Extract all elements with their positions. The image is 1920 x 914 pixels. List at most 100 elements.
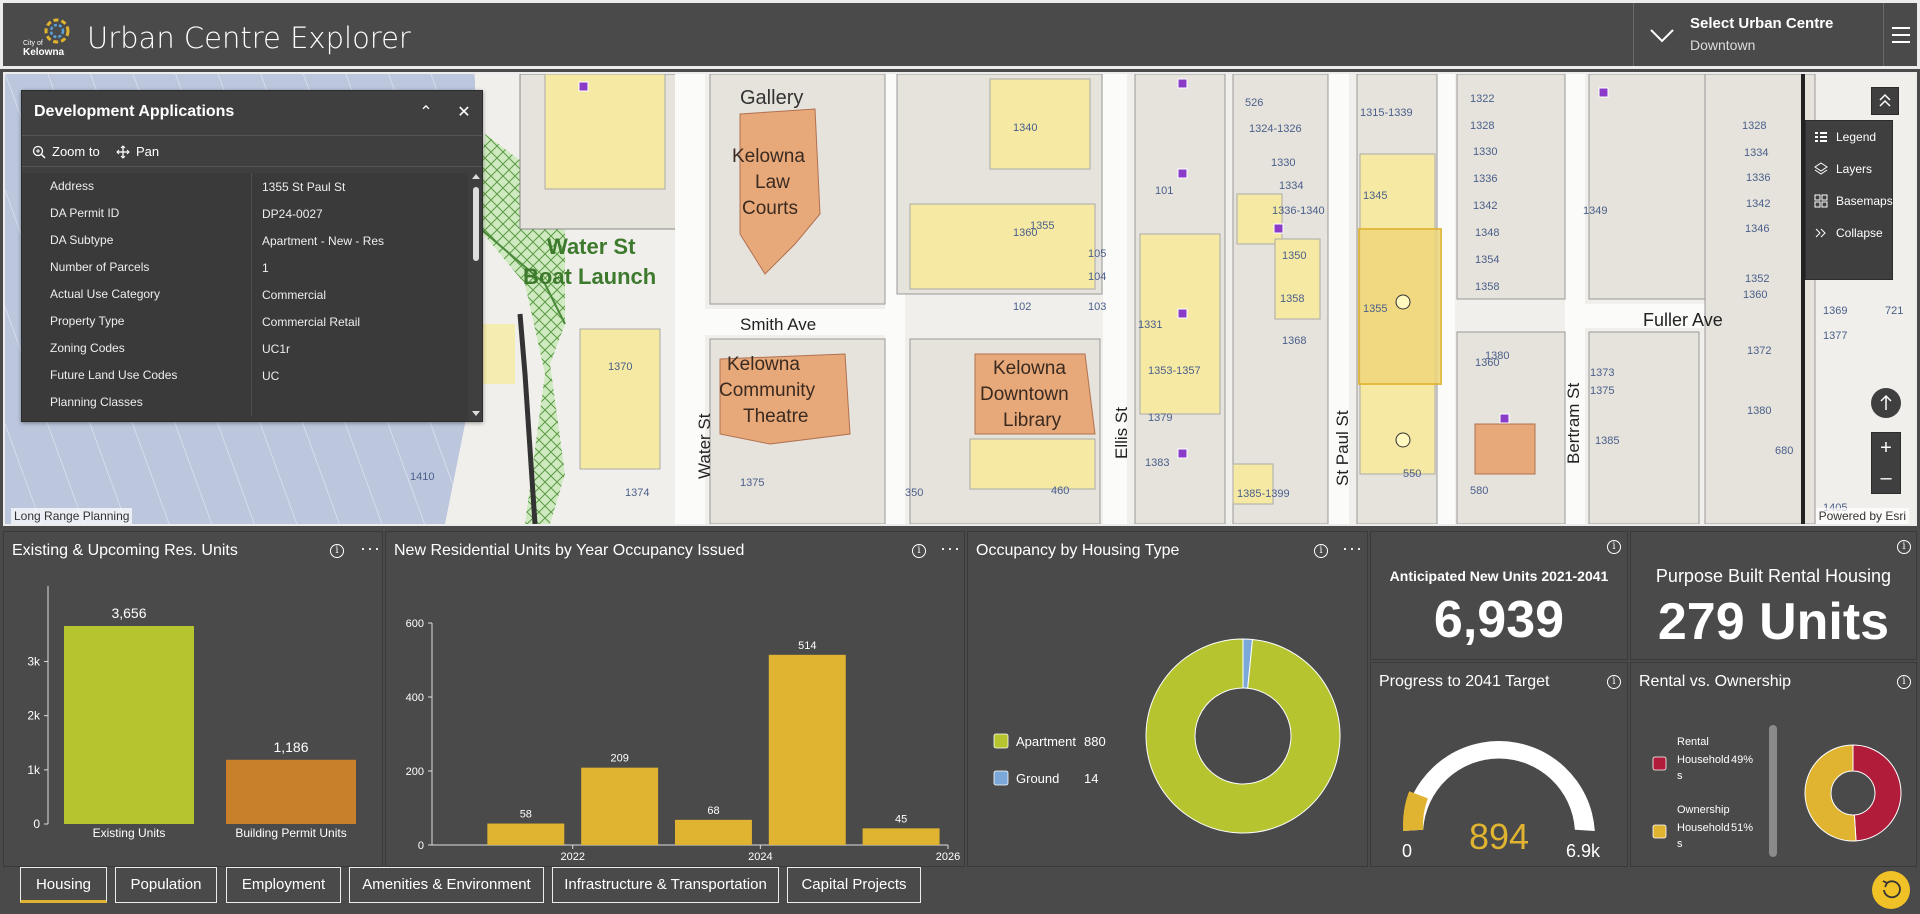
more-options-icon[interactable]: ··· <box>1342 538 1363 558</box>
donut-slice[interactable] <box>1804 744 1857 842</box>
menu-icon <box>1892 27 1910 29</box>
donut-slice[interactable] <box>1145 638 1341 834</box>
address-label: 1374 <box>625 487 649 499</box>
address-label: 350 <box>905 487 923 499</box>
attribute-key: DA Permit ID <box>22 200 252 227</box>
donut-slice[interactable] <box>1852 744 1902 842</box>
info-icon[interactable]: i <box>330 544 344 558</box>
basemaps-label: Basemaps <box>1836 194 1893 208</box>
bar[interactable] <box>226 759 356 824</box>
info-icon[interactable]: i <box>1314 544 1328 558</box>
map-canvas[interactable]: Water St Boat Launch Gallery Kelowna Law… <box>5 74 1915 524</box>
tab-employment[interactable]: Employment <box>226 867 341 903</box>
info-icon[interactable]: i <box>912 544 926 558</box>
x-tick-label: 2024 <box>748 851 772 863</box>
collapse-button[interactable]: Collapse <box>1806 217 1894 249</box>
address-label: 1322 <box>1470 93 1494 105</box>
address-label: 1336 <box>1746 172 1770 184</box>
attribute-value: UC1r <box>262 341 291 356</box>
tab-infrastructure-transportation[interactable]: Infrastructure & Transportation <box>552 867 779 903</box>
legend-value: 51% <box>1731 822 1753 834</box>
legend-label: Ownership <box>1677 804 1730 816</box>
info-icon[interactable]: i <box>1897 675 1911 689</box>
layers-button[interactable]: Layers <box>1806 153 1894 185</box>
chevron-up-icon[interactable]: ⌃ <box>419 104 433 121</box>
close-icon[interactable]: ✕ <box>457 104 471 121</box>
selector-value: Downtown <box>1690 37 1756 53</box>
info-icon[interactable]: i <box>1897 540 1911 554</box>
bar[interactable] <box>64 626 194 824</box>
panel-existing-units: Existing & Upcoming Res. Units i ··· 0 1k… <box>3 531 383 867</box>
tab-capital-projects[interactable]: Capital Projects <box>787 867 921 903</box>
pan-button[interactable]: Pan <box>116 144 159 159</box>
popup-title: Development Applications <box>34 103 235 120</box>
basemaps-button[interactable]: Basemaps <box>1806 185 1894 217</box>
legend-label-3: s <box>1677 770 1683 782</box>
address-label: 101 <box>1155 185 1173 197</box>
info-icon[interactable]: i <box>1607 540 1621 554</box>
legend-label-2: Household <box>1677 754 1730 766</box>
bar-value-label: 45 <box>895 813 907 825</box>
bar[interactable] <box>768 654 846 845</box>
bar-value-label: 514 <box>798 640 816 652</box>
address-label: 1358 <box>1280 293 1304 305</box>
attribute-row: DA Subtype Apartment - New - Res <box>22 227 468 254</box>
address-label: 1354 <box>1475 254 1499 266</box>
address-label: 1379 <box>1148 412 1172 424</box>
menu-button[interactable] <box>1883 3 1917 66</box>
zoom-in-button[interactable]: + <box>1880 437 1892 459</box>
y-tick-label: 0 <box>33 817 40 831</box>
urban-centre-selector[interactable]: Select Urban Centre Downtown <box>1633 3 1883 66</box>
refresh-button[interactable] <box>1872 871 1910 909</box>
bar[interactable] <box>862 828 940 845</box>
bar[interactable] <box>674 819 752 845</box>
popup-header: Development Applications ⌃ ✕ <box>22 91 482 135</box>
bar[interactable] <box>487 823 565 845</box>
gauge-min: 0 <box>1402 841 1412 861</box>
panel-units-by-year: New Residential Units by Year Occupancy … <box>385 531 965 867</box>
legend-button[interactable]: Legend <box>1806 121 1894 153</box>
compass-button[interactable] <box>1871 388 1901 418</box>
info-icon[interactable]: i <box>1607 675 1621 689</box>
chevron-double-up-icon <box>1879 93 1891 107</box>
attribute-key: Number of Parcels <box>22 254 252 281</box>
bar-value-label: 1,186 <box>273 739 308 755</box>
tab-population[interactable]: Population <box>115 867 217 903</box>
panel-occupancy: Occupancy by Housing Type i ··· Apartmen… <box>967 531 1368 867</box>
map-toolbar: Legend Layers Basemaps Collapse <box>1805 120 1893 280</box>
address-label: 1328 <box>1470 120 1494 132</box>
legend-scrollbar[interactable] <box>1769 725 1777 857</box>
tab-housing[interactable]: Housing <box>20 867 107 903</box>
collapse-toolbar-button[interactable] <box>1871 87 1899 115</box>
map-label-st-paul-st: St Paul St <box>1333 410 1352 486</box>
x-tick-label: 2026 <box>936 851 960 863</box>
y-tick-label: 200 <box>406 766 424 778</box>
address-label: 580 <box>1470 485 1488 497</box>
address-label: 1385 <box>1595 435 1619 447</box>
address-label: 104 <box>1088 271 1106 283</box>
attribute-row: Number of Parcels 1 <box>22 254 468 281</box>
attribute-value: Commercial <box>262 287 327 302</box>
map-credit-left: Long Range Planning <box>11 508 133 524</box>
panel-progress: Progress to 2041 Target i 894 0 6.9k <box>1370 662 1628 867</box>
bar-value-label: 209 <box>610 753 628 765</box>
zoom-out-button[interactable]: – <box>1880 467 1892 489</box>
legend-swatch <box>993 770 1009 786</box>
address-label: 1331 <box>1138 319 1162 331</box>
zoom-to-button[interactable]: Zoom to <box>32 144 100 159</box>
pan-label: Pan <box>136 144 160 159</box>
anticipated-label: Anticipated New Units 2021-2041 <box>1389 568 1609 584</box>
map-view[interactable]: Water St Boat Launch Gallery Kelowna Law… <box>3 72 1917 526</box>
address-label: 1358 <box>1475 281 1499 293</box>
address-label: 1380 <box>1747 405 1771 417</box>
layers-icon <box>1814 162 1828 175</box>
address-label: 102 <box>1013 301 1031 313</box>
popup-scrollbar[interactable] <box>470 173 482 419</box>
attribute-table: Address 1355 St Paul St DA Permit ID DP24-0… <box>22 173 468 421</box>
panel-title: New Residential Units by Year Occupancy … <box>394 542 745 559</box>
map-label-bertram-st: Bertram St <box>1564 382 1583 464</box>
bar[interactable] <box>581 767 659 845</box>
more-options-icon[interactable]: ··· <box>360 538 381 558</box>
tab-amenities-environment[interactable]: Amenities & Environment <box>349 867 544 903</box>
more-options-icon[interactable]: ··· <box>940 538 961 558</box>
